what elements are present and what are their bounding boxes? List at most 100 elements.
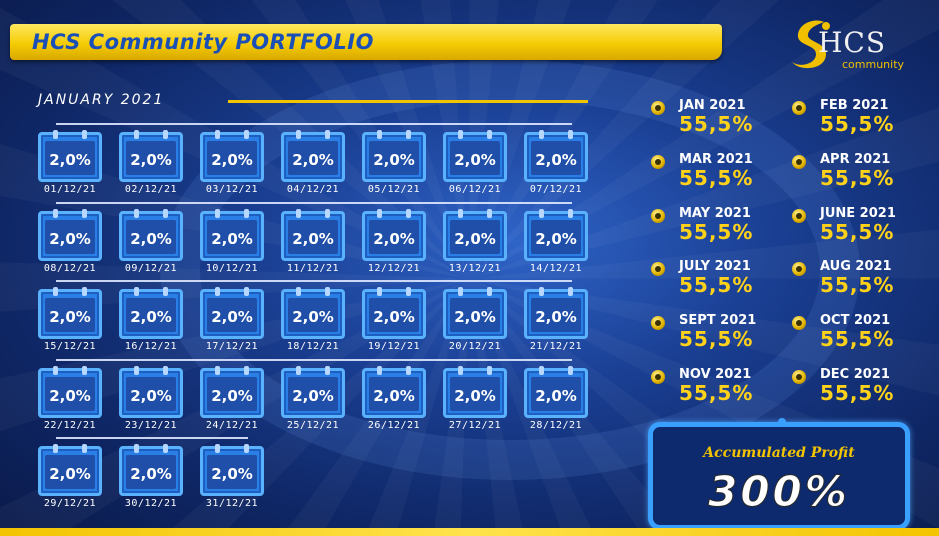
calendar-day: 2,0% 02/12/21 [119,128,183,195]
accumulated-profit-value: 300% [708,467,850,517]
calendar-face [207,298,257,332]
calendar-day: 2,0% 31/12/21 [200,442,264,509]
coin-icon [792,154,806,169]
day-date-label: 31/12/21 [205,498,259,509]
calendar-ring [134,444,139,453]
month-profit-value: 55,5% [679,165,754,190]
calendar-day: 2,0% 23/12/21 [119,364,183,431]
calendar-day: 2,0% 16/12/21 [119,285,183,352]
calendar-face [126,141,176,175]
calendar-ring [215,444,220,453]
month-name: SEPT 2021 [679,313,757,329]
calendar-icon: 2,0% [443,365,507,418]
calendar-icon: 2,0% [38,365,102,418]
coin-icon [651,316,665,331]
coin-icon [792,208,806,223]
day-profit-value: 2,0% [49,151,91,169]
calendar-icon: 2,0% [38,130,102,182]
calendar-icon: 2,0% [524,287,588,339]
monthly-result: NOV 2021 55,5% [651,367,791,417]
day-date-label: 08/12/21 [43,262,97,274]
calendar-icon: 2,0% [443,287,507,339]
calendar-icon: 2,0% [281,130,345,182]
calendar-face [207,376,257,411]
calendar-ring [325,130,330,139]
calendar-ring [487,365,492,375]
calendar-icon: 2,0% [119,365,183,418]
monthly-result: JAN 2021 55,5% [651,98,791,148]
calendar-face [369,298,419,332]
calendar-ring [377,287,382,296]
panel-camera-dot [778,418,786,426]
calendar-ring [244,130,249,139]
day-profit-value: 2,0% [292,229,334,248]
day-date-label: 12/12/21 [367,262,421,274]
coin-icon [651,208,665,223]
month-name: DEC 2021 [820,367,890,382]
calendar-face [45,376,95,411]
day-profit-value: 2,0% [49,229,91,248]
calendar-ring [53,287,58,296]
calendar-ring [458,208,463,218]
coin-icon [651,370,665,384]
calendar-icon: 2,0% [362,130,426,182]
calendar-face [450,298,500,332]
month-profit-value: 55,5% [820,165,895,190]
day-date-label: 27/12/21 [448,419,502,431]
month-profit-value: 55,5% [820,273,895,298]
day-profit-value: 2,0% [535,151,577,169]
calendar-ring [82,130,87,139]
calendar-face [288,298,338,332]
day-date-label: 11/12/21 [286,262,340,274]
calendar-icon: 2,0% [38,208,102,261]
monthly-result: APR 2021 55,5% [792,152,932,202]
calendar-icon: 2,0% [119,208,183,261]
calendar-icon: 2,0% [362,287,426,339]
day-date-label: 18/12/21 [286,341,340,352]
calendar-row-line [56,437,248,439]
calendar-icon: 2,0% [362,208,426,261]
day-date-label: 16/12/21 [124,341,178,352]
day-date-label: 20/12/21 [448,341,502,352]
day-profit-value: 2,0% [535,386,577,405]
calendar-icon: 2,0% [524,365,588,418]
calendar-icon: 2,0% [200,287,264,339]
month-name: APR 2021 [820,151,891,167]
calendar-icon: 2,0% [200,130,264,182]
calendar-row-line [56,201,572,204]
day-date-label: 07/12/21 [529,184,583,195]
calendar-ring [377,208,382,218]
calendar-day: 2,0% 11/12/21 [281,207,345,274]
calendar-ring [487,130,492,139]
coin-icon [792,370,806,384]
hcs-logo: HCS community [780,12,930,72]
hcs-logo-mark-icon [792,20,830,69]
calendar-ring [134,130,139,139]
calendar-ring [215,365,220,375]
day-date-label: 25/12/21 [286,419,340,431]
calendar-ring [53,130,58,139]
calendar-day: 2,0% 28/12/21 [524,364,588,431]
month-title-underline [228,100,588,103]
day-date-label: 02/12/21 [124,184,178,195]
monthly-result: MAR 2021 55,5% [651,152,791,202]
calendar-ring [377,130,382,139]
day-profit-value: 2,0% [373,151,415,169]
calendar-face [369,219,419,254]
day-profit-value: 2,0% [373,386,415,405]
calendar-face [531,141,581,175]
calendar-face [531,298,581,332]
calendar-ring [82,287,87,296]
month-name: OCT 2021 [820,313,891,329]
calendar-face [288,376,338,411]
day-date-label: 28/12/21 [529,419,583,431]
calendar-ring [296,365,301,375]
logo-subtext: community [842,58,905,71]
monthly-result: FEB 2021 55,5% [792,98,932,148]
calendar-icon: 2,0% [119,130,183,182]
day-profit-value: 2,0% [454,308,496,326]
calendar-day: 2,0% 03/12/21 [200,128,264,195]
calendar-face [126,455,176,489]
title-banner [10,24,722,60]
day-profit-value: 2,0% [130,465,172,483]
